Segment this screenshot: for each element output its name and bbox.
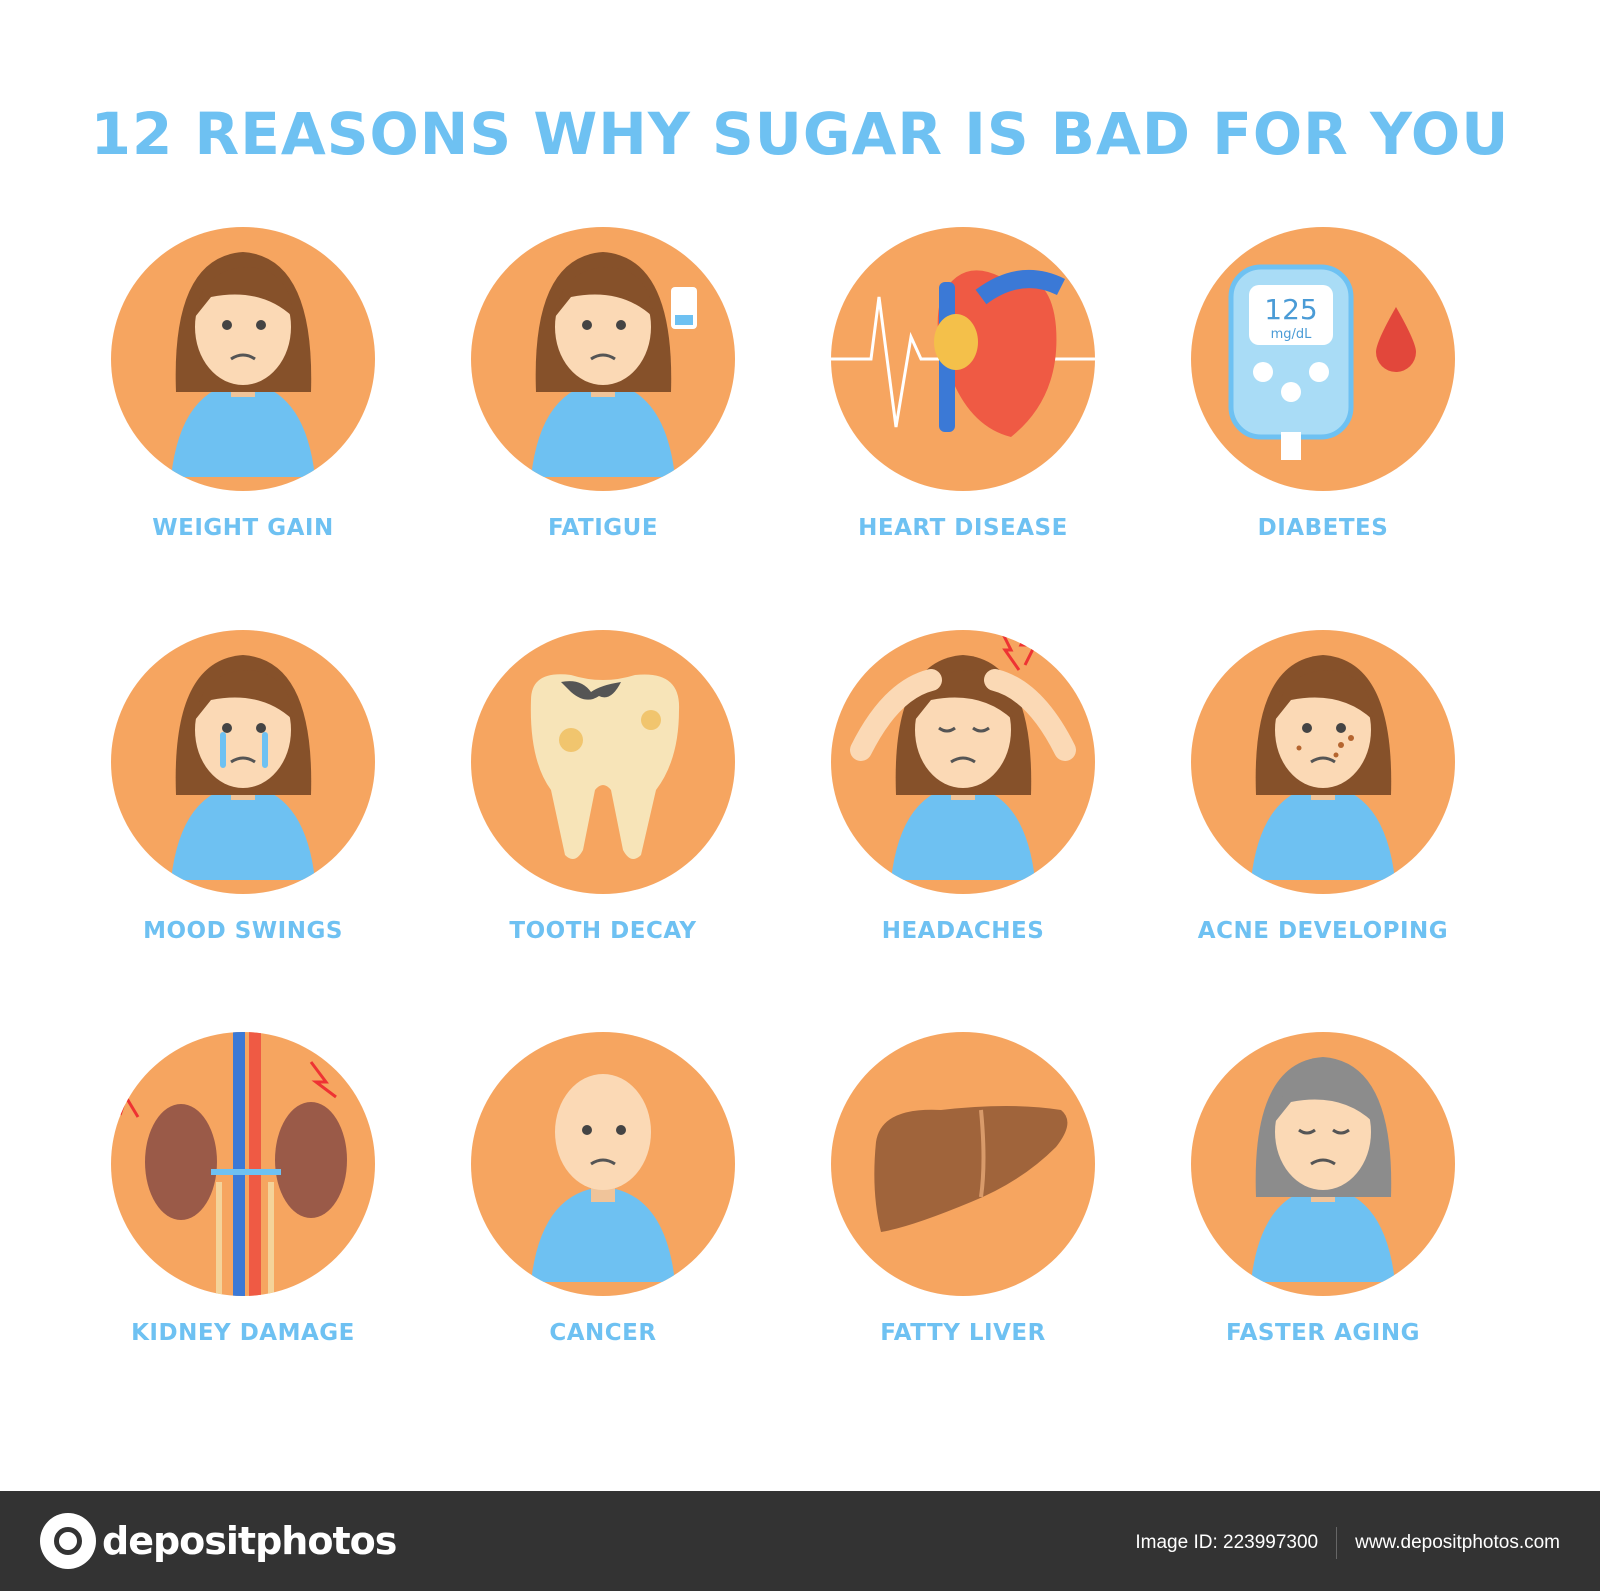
reason-card: HEART DISEASE (813, 227, 1113, 587)
woman-sad-icon (111, 227, 375, 491)
reason-label: CANCER (549, 1320, 657, 1346)
reason-label: DIABETES (1257, 515, 1389, 541)
footer-meta: Image ID: 223997300 www.depositphotos.co… (1135, 1527, 1560, 1559)
reason-card: CANCER (453, 1032, 753, 1392)
kidneys-icon (111, 1032, 375, 1296)
reason-label: MOOD SWINGS (143, 918, 343, 944)
reason-card: HEADACHES (813, 630, 1113, 990)
reason-card: FASTER AGING (1173, 1032, 1473, 1392)
woman-crying-icon (111, 630, 375, 894)
divider (1336, 1527, 1338, 1559)
reason-card: TOOTH DECAY (453, 630, 753, 990)
reason-label: KIDNEY DAMAGE (131, 1320, 355, 1346)
heart-pulse-icon (831, 227, 1095, 491)
decayed-tooth-icon (471, 630, 735, 894)
liver-icon (831, 1032, 1095, 1296)
reason-label: FASTER AGING (1226, 1320, 1420, 1346)
woman-tired-low-battery-icon (471, 227, 735, 491)
reason-card: ACNE DEVELOPING (1173, 630, 1473, 990)
camera-icon (40, 1513, 96, 1569)
svg-text:mg/dL: mg/dL (1271, 327, 1313, 342)
reason-label: FATIGUE (547, 515, 659, 541)
reason-card: MOOD SWINGS (93, 630, 393, 990)
brand-name: depositphotos (102, 1519, 397, 1563)
woman-headache-icon (831, 630, 1095, 894)
old-woman-icon (1191, 1032, 1455, 1296)
reason-card: KIDNEY DAMAGE (93, 1032, 393, 1392)
page-title: 12 REASONS WHY SUGAR IS BAD FOR YOU (90, 100, 1510, 168)
reason-label: FATTY LIVER (880, 1320, 1046, 1346)
site-url[interactable]: www.depositphotos.com (1355, 1532, 1560, 1553)
woman-acne-icon (1191, 630, 1455, 894)
reason-label: ACNE DEVELOPING (1197, 918, 1449, 944)
reason-card: FATIGUE (453, 227, 753, 587)
reason-card: FATTY LIVER (813, 1032, 1113, 1392)
reason-card: 125 mg/dL DIABETES (1173, 227, 1473, 587)
brand-logo: depositphotos (40, 1513, 397, 1569)
reason-label: WEIGHT GAIN (152, 515, 334, 541)
svg-text:125: 125 (1264, 293, 1317, 326)
reason-label: HEART DISEASE (858, 515, 1068, 541)
image-id: Image ID: 223997300 (1135, 1532, 1319, 1553)
reason-label: TOOTH DECAY (509, 918, 697, 944)
reason-label: HEADACHES (881, 918, 1045, 944)
footer-bar: depositphotos Image ID: 223997300 www.de… (0, 1491, 1600, 1591)
bald-woman-icon (471, 1032, 735, 1296)
reason-card: WEIGHT GAIN (93, 227, 393, 587)
